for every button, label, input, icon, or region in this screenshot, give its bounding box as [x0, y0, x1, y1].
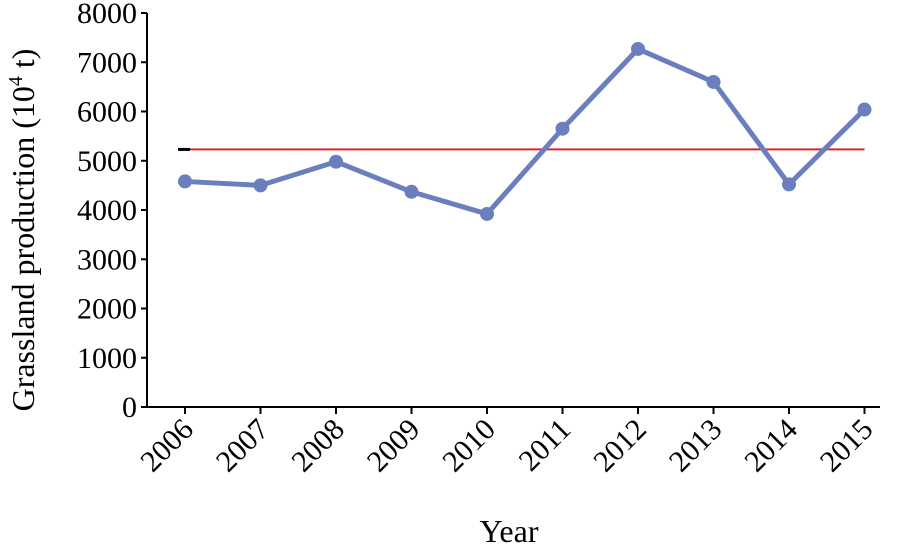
x-tick-label: 2007: [210, 413, 276, 479]
x-tick-label: 2015: [814, 413, 880, 479]
x-axis-title: Year: [480, 513, 539, 547]
data-point: [480, 206, 494, 221]
data-point: [706, 74, 721, 89]
y-axis-title: Grassland production (104 t): [5, 49, 41, 412]
y-tick-label: 1000: [77, 342, 137, 375]
x-tick-label: 2009: [361, 413, 427, 479]
y-axis-title-main: Grassland production (10: [5, 86, 41, 411]
y-tick-label: 5000: [77, 145, 137, 178]
data-point: [631, 41, 645, 56]
x-tick-label: 2010: [436, 413, 502, 479]
x-tick-label: 2013: [663, 413, 729, 479]
data-point: [404, 184, 419, 199]
series-group: [178, 41, 872, 221]
y-tick-label: 2000: [77, 293, 137, 326]
x-tick-label: 2008: [285, 413, 351, 479]
x-tick-label: 2014: [738, 413, 804, 479]
data-point: [329, 154, 343, 169]
y-tick-label: 8000: [77, 0, 137, 30]
y-ticks: 0 1000 2000 3000 4000 5000 6000 7000 8000: [77, 0, 147, 424]
y-tick-label: 6000: [77, 96, 137, 129]
x-tick-label: 2012: [587, 413, 653, 479]
y-axis-title-superscript: 4: [5, 76, 27, 86]
data-point: [555, 121, 570, 136]
x-tick-label: 2006: [134, 413, 200, 479]
y-tick-label: 4000: [77, 194, 137, 227]
data-point: [178, 174, 192, 189]
data-point: [253, 178, 268, 193]
series-line: [182, 46, 867, 217]
x-ticks: 2006 2007 2008 2009 2010 2011 2012 2013 2014 2015: [134, 407, 879, 478]
data-point: [857, 102, 872, 117]
data-point: [782, 177, 796, 192]
y-axis-title-unit: t): [5, 49, 41, 77]
x-tick-label: 2011: [512, 413, 577, 478]
y-tick-label: 0: [122, 391, 137, 424]
y-tick-label: 7000: [77, 46, 137, 79]
axes: [146, 13, 880, 408]
y-tick-label: 3000: [77, 243, 137, 276]
